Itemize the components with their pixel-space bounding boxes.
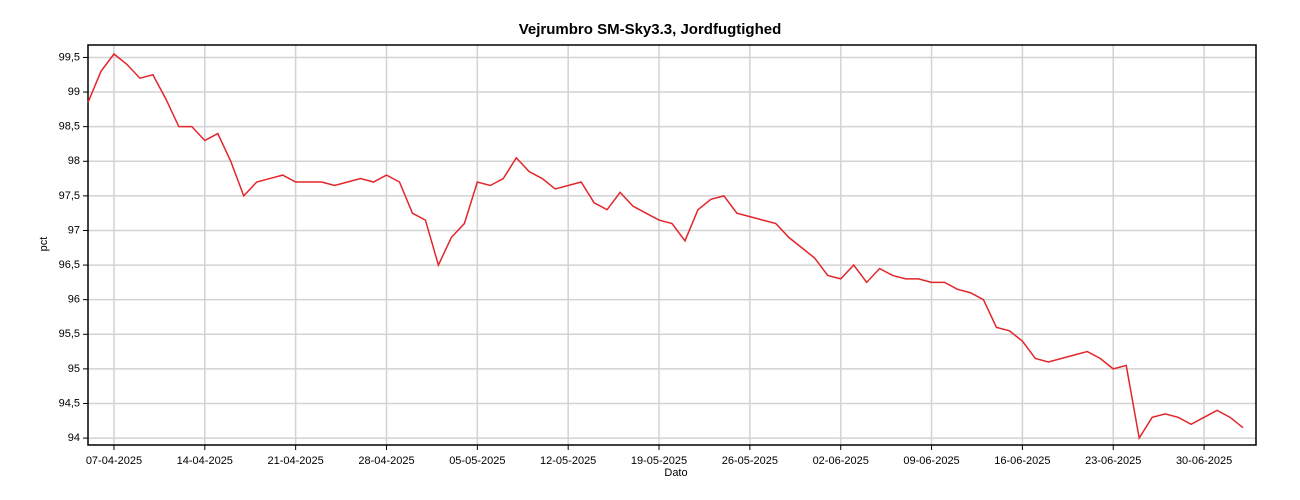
x-tick-label: 19-05-2025 [631,455,687,467]
x-tick-label: 16-06-2025 [994,455,1050,467]
y-tick-label: 96 [68,294,80,306]
x-tick-label: 23-06-2025 [1085,455,1141,467]
y-tick-label: 97,5 [59,190,80,202]
x-tick-label: 12-05-2025 [540,455,596,467]
x-tick-label: 05-05-2025 [449,455,505,467]
y-tick-label: 99 [68,86,80,98]
x-tick-label: 02-06-2025 [813,455,869,467]
x-tick-label: 28-04-2025 [358,455,414,467]
x-tick-label: 09-06-2025 [903,455,959,467]
x-tick-label: 30-06-2025 [1176,455,1232,467]
y-tick-label: 94,5 [59,397,80,409]
y-tick-label: 94 [68,432,80,444]
y-axis-label: pct [38,237,50,252]
x-axis-label: Dato [664,467,687,479]
y-tick-label: 95 [68,363,80,375]
plot-frame [87,44,1257,446]
y-tick-label: 97 [68,224,80,236]
x-tick-label: 14-04-2025 [177,455,233,467]
y-tick-label: 98,5 [59,121,80,133]
y-tick-label: 98 [68,155,80,167]
y-tick-label: 95,5 [59,328,80,340]
y-tick-label: 96,5 [59,259,80,271]
chart-title: Vejrumbro SM-Sky3.3, Jordfugtighed [519,21,782,38]
y-tick-label: 99,5 [59,51,80,63]
x-tick-label: 21-04-2025 [268,455,324,467]
data-line [87,52,1244,441]
x-tick-label: 26-05-2025 [722,455,778,467]
x-tick-label: 07-04-2025 [86,455,142,467]
